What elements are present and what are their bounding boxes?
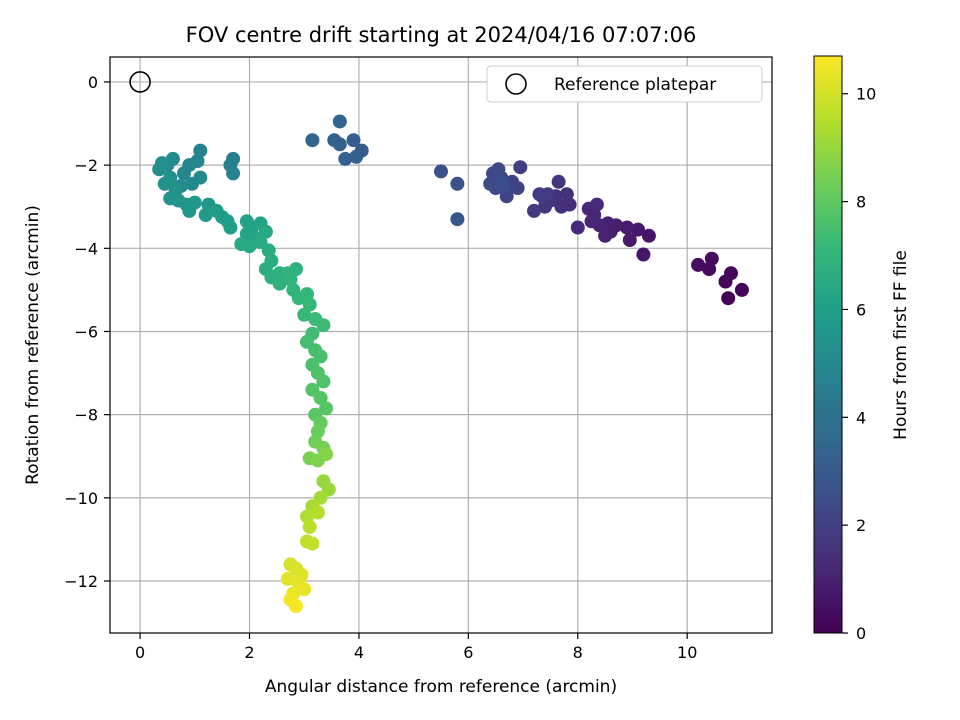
data-point (327, 133, 342, 148)
data-point (513, 160, 528, 175)
colorbar-tick-label: 10 (856, 85, 876, 104)
data-point (636, 247, 651, 262)
data-point (338, 151, 353, 166)
x-tick-label: 10 (677, 643, 697, 662)
data-point (483, 176, 498, 191)
data-point (734, 282, 749, 297)
data-point (450, 212, 465, 227)
y-tick-label: −2 (74, 156, 98, 175)
data-point (620, 220, 634, 235)
data-point (554, 199, 569, 214)
data-point (527, 203, 541, 218)
data-point (316, 318, 331, 333)
legend-marker (505, 73, 527, 95)
grid-lines (110, 57, 772, 633)
data-point (297, 582, 312, 597)
legend-box (486, 65, 763, 103)
data-point (622, 233, 637, 247)
chart-title: FOV centre drift starting at 2024/04/16 … (186, 23, 697, 47)
data-point (319, 401, 334, 416)
y-tick-label: 0 (88, 73, 98, 92)
x-tick-label: 6 (463, 643, 473, 662)
data-point (535, 189, 550, 204)
y-tick-label: −8 (74, 406, 98, 425)
data-point (289, 262, 303, 277)
data-point (289, 599, 303, 613)
colorbar-tick-label: 6 (856, 300, 866, 319)
legend: Reference platepar (486, 65, 763, 103)
data-point (157, 176, 172, 191)
data-point (258, 224, 273, 239)
data-point (176, 166, 191, 181)
y-tick-label: −12 (64, 572, 98, 591)
data-point (223, 220, 238, 235)
data-point (704, 251, 719, 266)
data-point (198, 208, 213, 222)
y-tick-label: −4 (74, 239, 98, 258)
x-axis-label: Angular distance from reference (arcmin) (265, 677, 617, 697)
y-axis-ticks: 0 −2 −4 −6 −8 −10 −12 (64, 73, 110, 591)
data-point (450, 176, 465, 191)
scatter-points (152, 114, 749, 613)
x-tick-label: 2 (244, 643, 254, 662)
colorbar-label: Hours from first FF file (891, 250, 911, 440)
y-tick-label: −6 (74, 322, 98, 341)
data-point (302, 297, 317, 312)
data-point (494, 174, 509, 189)
x-tick-label: 4 (354, 643, 364, 662)
x-tick-label: 0 (135, 643, 145, 662)
colorbar (813, 55, 843, 634)
data-point (691, 257, 706, 272)
data-point (280, 571, 295, 586)
data-point (491, 162, 506, 177)
data-point (185, 176, 200, 191)
data-point (187, 195, 202, 210)
colorbar-tick-label: 2 (856, 516, 866, 535)
y-axis-label: Rotation from reference (arcmin) (23, 205, 43, 485)
data-point (226, 166, 241, 181)
data-point (551, 174, 566, 189)
data-point (297, 307, 312, 322)
data-point (302, 519, 317, 534)
data-point (319, 447, 334, 462)
plot-frame (109, 56, 773, 634)
data-point (721, 291, 736, 306)
data-point (305, 536, 320, 551)
data-point (631, 222, 645, 237)
colorbar-tick-label: 0 (856, 624, 866, 643)
data-point (349, 149, 364, 164)
data-point (152, 162, 167, 177)
data-point (332, 114, 347, 129)
data-point (724, 266, 738, 281)
data-point (310, 505, 325, 520)
y-tick-label: −10 (64, 489, 98, 508)
data-point (589, 197, 604, 212)
data-point (242, 239, 257, 254)
data-point (346, 133, 361, 148)
legend-label-reference: Reference platepar (554, 75, 716, 95)
data-point (641, 228, 656, 243)
colorbar-tick-label: 8 (856, 193, 866, 212)
data-point (434, 164, 448, 179)
data-point (313, 391, 328, 405)
x-axis-ticks: 0 2 4 6 8 10 (135, 633, 697, 662)
colorbar-tick-label: 4 (856, 408, 866, 427)
colorbar-ticks: 0 2 4 6 8 10 (842, 85, 876, 643)
x-tick-label: 8 (573, 643, 583, 662)
data-point (305, 133, 320, 148)
data-point (598, 228, 613, 243)
data-point (316, 374, 331, 389)
data-point (272, 276, 287, 291)
reference-marker (129, 71, 151, 93)
data-point (559, 187, 574, 202)
data-point (570, 220, 585, 235)
